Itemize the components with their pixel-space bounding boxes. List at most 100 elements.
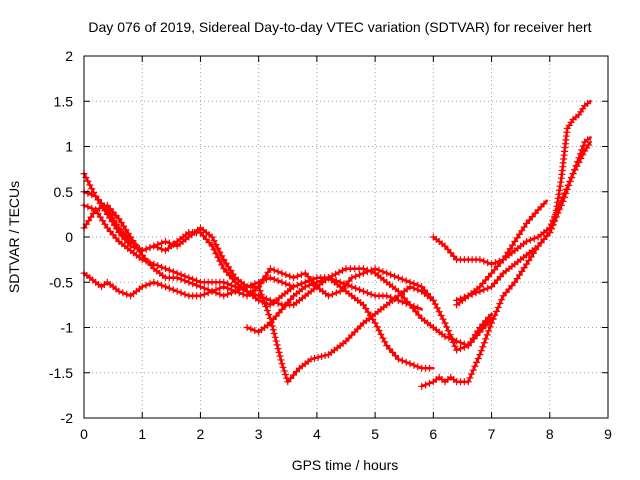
data-point xyxy=(266,265,274,273)
data-point xyxy=(553,202,561,210)
data-point xyxy=(364,308,372,316)
data-point xyxy=(263,307,271,315)
data-point xyxy=(258,291,266,299)
data-point xyxy=(433,304,441,312)
data-point xyxy=(189,280,197,288)
data-point xyxy=(383,292,391,300)
data-point xyxy=(431,300,439,308)
data-point xyxy=(516,230,524,238)
data-point xyxy=(518,227,526,235)
data-point xyxy=(518,267,526,275)
data-point xyxy=(264,268,272,276)
data-point xyxy=(555,190,563,198)
data-point xyxy=(557,178,565,186)
data-point xyxy=(398,298,406,306)
x-tick-label: 4 xyxy=(313,426,321,442)
data-point xyxy=(410,280,418,288)
data-point xyxy=(391,272,399,280)
data-point xyxy=(162,265,170,273)
data-point xyxy=(313,278,321,286)
data-point xyxy=(471,362,479,370)
data-point xyxy=(474,355,482,363)
x-tick-label: 1 xyxy=(138,426,146,442)
data-point xyxy=(113,220,121,228)
data-point xyxy=(516,271,524,279)
data-point xyxy=(562,185,570,193)
data-point xyxy=(196,283,204,291)
data-point xyxy=(422,381,430,389)
data-point xyxy=(552,206,560,214)
data-point xyxy=(106,209,114,217)
data-point xyxy=(410,361,418,369)
data-point xyxy=(99,217,107,225)
data-point xyxy=(469,334,477,342)
data-point xyxy=(278,269,286,277)
data-point xyxy=(425,364,433,372)
y-tick-label: 0.5 xyxy=(54,184,74,200)
x-tick-label: 0 xyxy=(80,426,88,442)
data-point xyxy=(257,279,265,287)
data-point xyxy=(262,272,270,280)
data-point xyxy=(414,363,422,371)
data-point xyxy=(352,272,360,280)
data-point xyxy=(457,345,465,353)
data-point xyxy=(548,221,556,229)
data-point xyxy=(522,238,530,246)
data-point xyxy=(214,253,222,261)
data-point xyxy=(165,239,173,247)
data-point xyxy=(301,283,309,291)
data-point xyxy=(216,248,224,256)
data-point xyxy=(231,287,239,295)
data-point xyxy=(85,217,93,225)
data-point xyxy=(457,339,465,347)
data-point xyxy=(158,263,166,271)
data-point xyxy=(550,214,558,222)
data-point xyxy=(566,177,574,185)
data-point xyxy=(511,278,519,286)
data-point xyxy=(218,261,226,269)
data-point xyxy=(220,256,228,264)
data-point xyxy=(402,358,410,366)
data-point xyxy=(177,275,185,283)
data-point xyxy=(356,286,364,294)
data-point xyxy=(278,278,286,286)
data-point xyxy=(453,346,461,354)
data-point xyxy=(86,181,94,189)
data-point xyxy=(468,370,476,378)
data-point xyxy=(247,325,255,333)
data-point xyxy=(88,191,96,199)
data-point xyxy=(402,299,410,307)
data-point xyxy=(84,189,92,197)
data-point xyxy=(496,300,504,308)
data-point xyxy=(464,342,472,350)
data-point xyxy=(321,352,329,360)
data-point xyxy=(154,262,162,270)
data-point xyxy=(165,284,173,292)
data-point xyxy=(196,292,204,300)
data-point xyxy=(146,244,154,252)
data-point xyxy=(317,277,325,285)
data-point xyxy=(414,304,422,312)
data-point xyxy=(216,257,224,265)
data-point xyxy=(552,210,560,218)
data-point xyxy=(256,287,264,295)
data-point xyxy=(229,270,237,278)
data-point xyxy=(96,213,104,221)
data-point xyxy=(348,274,356,282)
series-track-6 xyxy=(243,274,435,372)
data-point xyxy=(282,280,290,288)
data-point xyxy=(522,260,530,268)
data-point xyxy=(158,281,166,289)
data-point xyxy=(212,286,220,294)
data-point xyxy=(216,284,224,292)
series-track-5 xyxy=(80,265,493,354)
grid-layer xyxy=(84,56,608,418)
data-point xyxy=(259,276,267,284)
data-point xyxy=(214,244,222,252)
data-point xyxy=(259,295,267,303)
y-tick-label: -1 xyxy=(61,320,74,336)
data-point xyxy=(476,256,484,264)
data-point xyxy=(210,237,218,245)
data-point xyxy=(314,353,322,361)
data-point xyxy=(530,235,538,243)
